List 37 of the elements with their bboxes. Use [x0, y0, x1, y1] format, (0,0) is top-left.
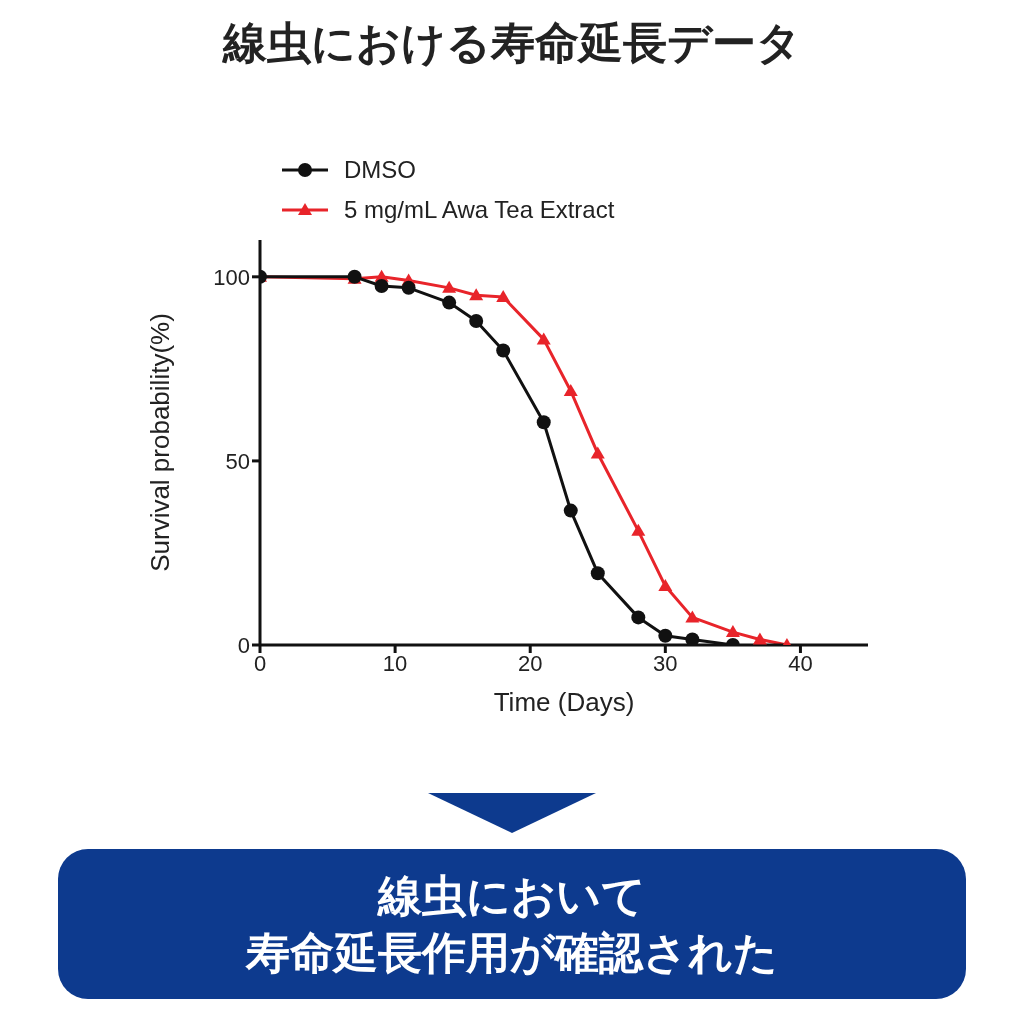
x-tick-label: 0 — [253, 650, 267, 676]
point — [536, 332, 551, 345]
y-axis-title: Survival probability(%) — [145, 313, 176, 572]
text: 寿命延長作用が確認された — [246, 927, 778, 979]
x-tick-label: 40 — [788, 650, 813, 676]
point — [469, 288, 484, 301]
point — [563, 383, 578, 396]
point — [685, 610, 700, 623]
point — [685, 632, 700, 645]
text: 線虫において — [378, 869, 646, 922]
point — [374, 279, 389, 294]
y-tick-label: 100 — [213, 264, 250, 290]
point — [590, 566, 605, 581]
point — [496, 343, 511, 358]
y-tick-label: 0 — [237, 632, 250, 658]
x-axis-title: Time (Days) — [493, 687, 635, 717]
point — [563, 503, 578, 518]
point — [590, 446, 605, 459]
point — [442, 280, 457, 293]
chart-title: 線虫における寿命延長データ — [221, 17, 802, 69]
legend-label: DMSO — [344, 156, 416, 184]
point — [401, 280, 416, 295]
point — [442, 295, 457, 310]
x-tick-label: 30 — [653, 650, 678, 676]
point — [631, 610, 646, 625]
x-tick-label: 20 — [517, 650, 543, 676]
point — [536, 415, 551, 430]
point — [725, 625, 740, 638]
y-tick-label: 50 — [225, 448, 250, 474]
point — [631, 523, 646, 536]
x-tick-label: 10 — [382, 650, 408, 676]
point — [496, 290, 511, 303]
legend-label: 5 mg/mL Awa Tea Extract — [344, 196, 615, 224]
point — [469, 314, 484, 328]
point — [658, 628, 673, 643]
point — [752, 632, 767, 645]
point — [658, 579, 673, 592]
